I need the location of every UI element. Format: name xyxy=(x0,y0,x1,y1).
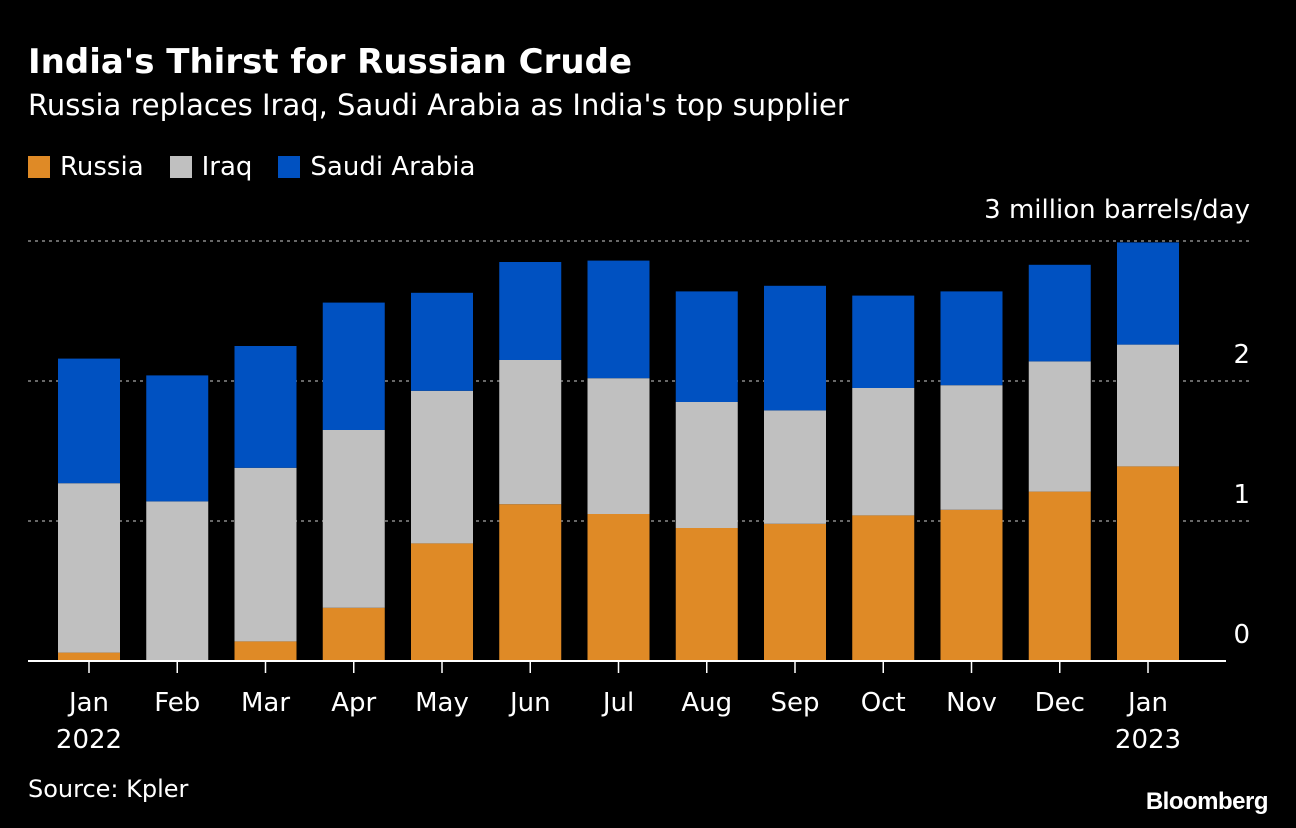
bar-saudi-arabia xyxy=(499,262,562,360)
bar-saudi-arabia xyxy=(322,302,385,430)
source-note: Source: Kpler xyxy=(28,775,189,803)
legend-item: Saudi Arabia xyxy=(278,152,475,182)
bloomberg-logo: Bloomberg xyxy=(1145,788,1269,815)
y-tick-label: 1 xyxy=(1233,480,1250,510)
bar-saudi-arabia xyxy=(852,295,915,388)
x-tick-label: Sep xyxy=(770,688,819,718)
legend-swatch xyxy=(28,156,50,178)
x-tick-label: Nov xyxy=(946,688,997,718)
bar-russia xyxy=(1028,491,1091,661)
legend-label: Saudi Arabia xyxy=(310,152,476,182)
bar-iraq xyxy=(234,467,297,642)
x-tick-label: Oct xyxy=(861,688,906,718)
legend: Russia Iraq Saudi Arabia xyxy=(28,152,501,182)
bar-russia xyxy=(411,543,473,661)
bar-russia xyxy=(764,523,826,661)
bar-russia xyxy=(1117,466,1179,661)
bar-saudi-arabia xyxy=(675,291,738,402)
bar-russia xyxy=(234,641,297,661)
bar-iraq xyxy=(1117,344,1179,467)
legend-label: Russia xyxy=(60,152,144,182)
chart-title: India's Thirst for Russian Crude xyxy=(28,42,632,82)
x-tick-label: Apr xyxy=(331,688,376,718)
x-tick-label: Jun xyxy=(508,688,551,718)
x-tick-label: May xyxy=(415,688,469,718)
y-tick-label: 0 xyxy=(1233,620,1250,650)
x-tick-label: Feb xyxy=(154,688,200,718)
y-tick-label: 2 xyxy=(1233,340,1250,370)
bar-iraq xyxy=(1028,361,1091,492)
bar-saudi-arabia xyxy=(1117,242,1179,345)
bar-russia xyxy=(58,652,120,661)
bar-russia xyxy=(587,514,650,661)
chart-subtitle: Russia replaces Iraq, Saudi Arabia as In… xyxy=(28,88,849,122)
x-tick-label: Mar xyxy=(241,688,290,718)
bar-iraq xyxy=(852,388,915,516)
bar-iraq xyxy=(940,385,1003,510)
bar-russia xyxy=(852,515,915,661)
legend-item: Iraq xyxy=(169,152,253,182)
bar-iraq xyxy=(764,410,826,524)
bar-saudi-arabia xyxy=(411,292,473,391)
bar-saudi-arabia xyxy=(764,285,826,411)
x-tick-label: 2023 xyxy=(1115,725,1181,755)
bar-saudi-arabia xyxy=(234,346,297,468)
x-tick-label: Jan xyxy=(1126,688,1168,718)
x-tick-label: Jan xyxy=(67,688,109,718)
bar-saudi-arabia xyxy=(940,291,1003,386)
bar-russia xyxy=(940,509,1003,661)
bar-iraq xyxy=(146,501,209,661)
x-tick-label: Dec xyxy=(1035,688,1085,718)
bar-iraq xyxy=(58,483,120,653)
unit-label: 3 million barrels/day xyxy=(984,195,1250,225)
bar-iraq xyxy=(411,390,473,544)
bar-iraq xyxy=(675,402,738,528)
bar-russia xyxy=(499,504,562,661)
bar-saudi-arabia xyxy=(587,260,650,379)
bar-saudi-arabia xyxy=(1028,264,1091,362)
legend-swatch xyxy=(169,156,192,178)
legend-item: Russia xyxy=(28,152,144,182)
bar-russia xyxy=(675,528,738,661)
bar-russia xyxy=(322,607,385,661)
bar-iraq xyxy=(587,378,650,514)
bar-saudi-arabia xyxy=(58,358,120,484)
bar-iraq xyxy=(322,430,385,608)
legend-label: Iraq xyxy=(201,152,253,182)
x-tick-label: Jul xyxy=(601,688,634,718)
legend-swatch xyxy=(278,156,301,178)
bar-saudi-arabia xyxy=(146,375,209,502)
x-tick-label: Aug xyxy=(681,688,732,718)
bar-iraq xyxy=(499,360,562,505)
x-tick-label: 2022 xyxy=(56,725,122,755)
